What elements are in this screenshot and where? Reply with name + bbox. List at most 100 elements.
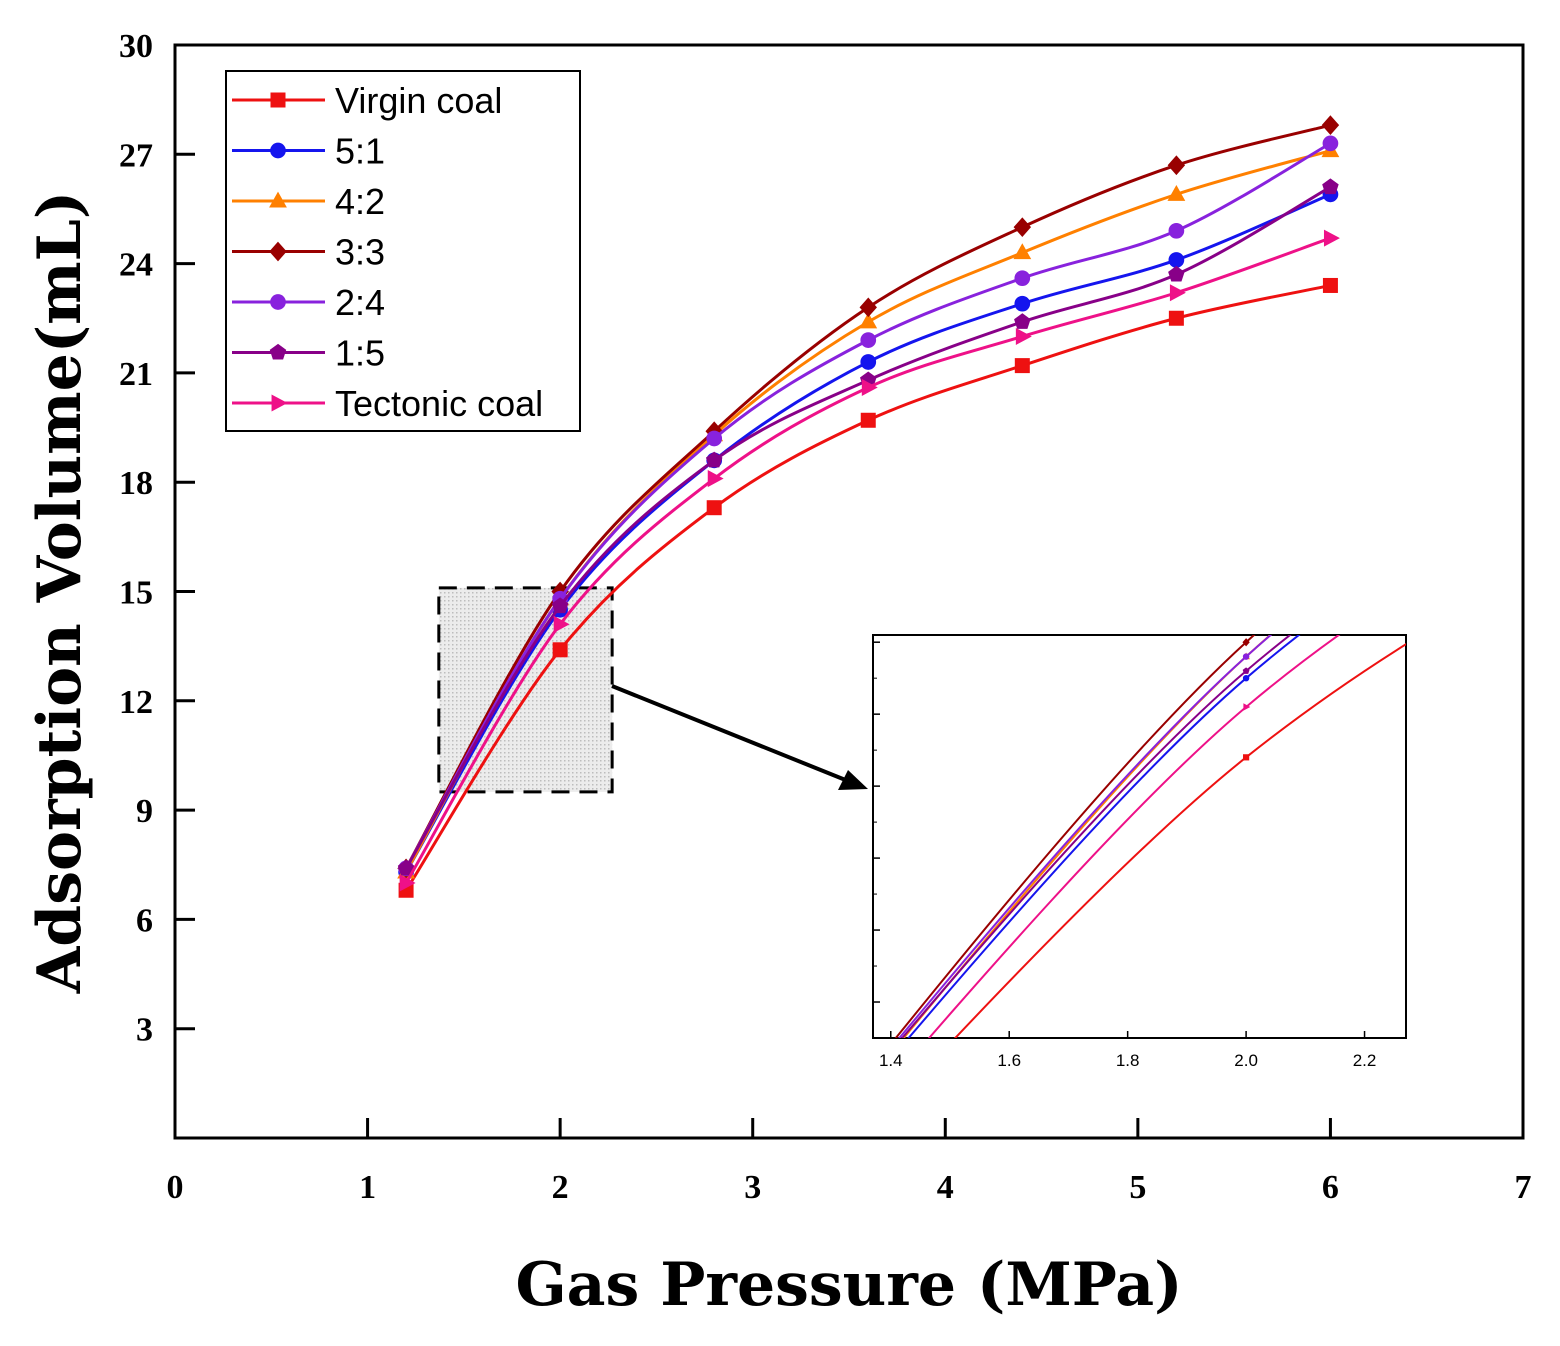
inset-ticks <box>873 641 1366 1038</box>
inset-series-line <box>894 635 1256 1038</box>
legend-label: Tectonic coal <box>335 383 543 424</box>
inset-series-line <box>898 635 1273 1038</box>
y-axis-title: Adsorption Volume(mL) <box>25 191 95 995</box>
x-tick-label: 4 <box>937 1169 954 1206</box>
x-tick-label: 6 <box>1322 1169 1339 1206</box>
x-axis-tick-labels: 0 1 2 3 4 5 6 7 <box>167 1169 1532 1206</box>
inset-data-point <box>1242 653 1250 660</box>
data-point <box>1168 310 1184 326</box>
data-point <box>859 312 878 329</box>
inset-x-tick-label: 2.0 <box>1234 1051 1258 1070</box>
legend-marker <box>269 191 287 208</box>
legend-item: Tectonic coal <box>232 383 543 424</box>
y-tick-label: 12 <box>119 684 153 721</box>
data-point <box>860 412 876 428</box>
inset-data-point <box>1242 674 1250 682</box>
x-axis-ticks <box>366 1118 1332 1138</box>
inset-series-line <box>907 635 1301 1038</box>
y-tick-label: 6 <box>136 902 153 939</box>
data-point <box>1014 358 1030 374</box>
data-point <box>397 859 415 876</box>
data-point <box>1322 178 1339 195</box>
data-point <box>1013 217 1032 238</box>
inset-series-line <box>927 635 1341 1038</box>
inset-data-point <box>1242 638 1250 647</box>
x-tick-label: 1 <box>359 1169 376 1206</box>
legend-marker <box>271 394 288 412</box>
data-point <box>1014 313 1031 329</box>
data-point <box>1321 115 1340 136</box>
legend-marker <box>270 142 286 159</box>
legend-marker <box>269 343 287 360</box>
x-tick-label: 7 <box>1515 1169 1532 1206</box>
y-axis-tick-labels: 3 6 9 12 15 18 21 24 27 30 <box>119 28 153 1049</box>
x-tick-label: 2 <box>552 1169 569 1206</box>
y-tick-label: 15 <box>119 575 153 612</box>
inset-x-tick-labels: 1.4 1.6 1.8 2.0 2.2 <box>879 1051 1376 1070</box>
inset-data-point <box>769 1186 775 1193</box>
inset-data-point <box>1242 667 1250 674</box>
data-point <box>551 597 569 614</box>
inset-data-point <box>1243 703 1251 711</box>
data-point <box>860 354 877 370</box>
legend-item: 5:1 <box>232 131 385 172</box>
inset-series-1-5 <box>769 635 1292 1191</box>
data-point <box>1322 277 1338 293</box>
inset-series-line <box>900 635 1292 1038</box>
y-tick-label: 18 <box>119 465 153 502</box>
inset-data-point <box>770 1194 775 1199</box>
data-point <box>1168 265 1185 282</box>
legend-box <box>225 70 581 432</box>
y-tick-label: 24 <box>119 247 153 284</box>
data-point <box>553 615 570 633</box>
inset-x-tick-label: 2.2 <box>1353 1051 1377 1070</box>
y-tick-label: 9 <box>136 793 153 830</box>
legend: Virgin coal 5:1 4:2 3:3 2:4 1:5 Tectonic coal <box>232 80 543 424</box>
legend-item: 2:4 <box>232 282 385 323</box>
data-point <box>1322 135 1339 152</box>
data-point <box>1169 284 1186 302</box>
data-point <box>1014 295 1031 312</box>
x-axis-title: Gas Pressure (MPa) <box>515 1250 1182 1320</box>
data-point <box>1167 184 1186 201</box>
legend-marker <box>270 294 286 310</box>
x-tick-label: 0 <box>167 1169 184 1206</box>
legend-marker <box>270 92 286 108</box>
data-point <box>1168 252 1185 268</box>
inset-data-point <box>769 1186 775 1191</box>
inset-x-tick-label: 1.6 <box>997 1051 1021 1070</box>
data-point <box>399 874 416 892</box>
x-tick-label: 5 <box>1129 1169 1146 1206</box>
legend-item: 1:5 <box>232 333 385 374</box>
inset-data-point <box>1243 754 1250 761</box>
series-1-5 <box>397 178 1339 876</box>
data-point <box>1013 243 1032 260</box>
legend-label: 4:2 <box>335 181 385 222</box>
inset-data-point <box>770 1230 775 1235</box>
series-line <box>404 123 1331 870</box>
data-point <box>1167 155 1186 176</box>
inset-series-virgin-coal <box>770 642 1406 1235</box>
inset-data-point <box>769 1193 775 1198</box>
data-point <box>707 470 724 488</box>
series-group <box>397 115 1340 898</box>
inset-data-point <box>770 1186 775 1191</box>
legend-label: Virgin coal <box>335 80 502 121</box>
data-point <box>1015 327 1032 346</box>
data-point <box>1323 229 1340 247</box>
data-point <box>1014 270 1031 287</box>
zoom-arrow-line <box>611 684 849 783</box>
inset-series-5-1 <box>770 635 1301 1199</box>
inset-series-line <box>953 642 1406 1038</box>
y-tick-label: 27 <box>119 137 153 174</box>
data-point <box>860 332 877 348</box>
data-point <box>552 642 568 658</box>
legend-label: 5:1 <box>335 131 385 172</box>
inset-frame <box>872 634 1407 1039</box>
legend-item: Virgin coal <box>232 80 502 121</box>
data-point <box>706 430 723 447</box>
legend-label: 1:5 <box>335 333 385 374</box>
data-point <box>706 500 722 516</box>
legend-label: 2:4 <box>335 282 385 323</box>
